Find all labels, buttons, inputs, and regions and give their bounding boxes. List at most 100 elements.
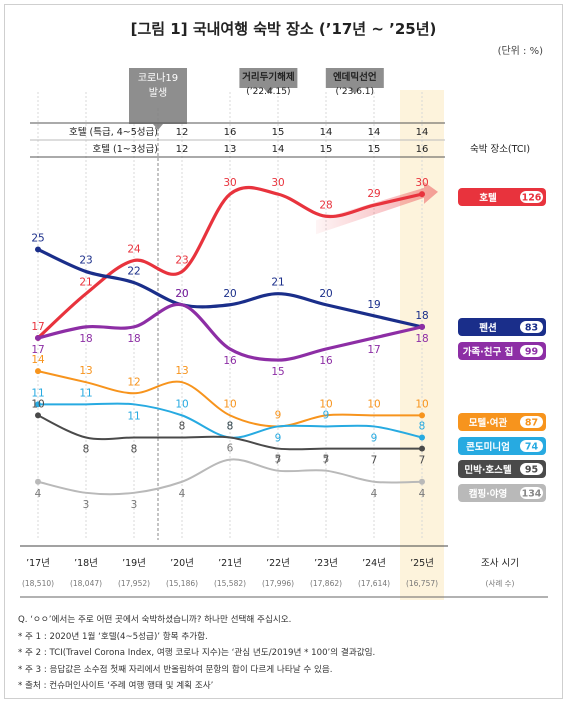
data-label: 8 [227, 421, 234, 433]
series-line-3 [37, 370, 423, 428]
series-line-6 [37, 458, 423, 496]
note-1: * 주 1 : 2020년 1월 ‘호텔(4~5성급)’ 항목 추가함. [18, 631, 208, 642]
series-start-point [35, 412, 41, 419]
x-tick-label: ’22년 [266, 558, 290, 569]
sample-size-label: (15,582) [214, 579, 246, 588]
x-tick-label: ’18년 [74, 558, 98, 569]
event-label: 거리두기해제 [242, 71, 294, 83]
event-callout: 거리두기해제 (’22.4.15) [239, 68, 298, 97]
data-label: 24 [127, 244, 141, 256]
legend-tag: 펜션 83 [458, 318, 546, 336]
series-end-point [419, 478, 425, 485]
data-label: 16 [319, 355, 333, 367]
data-label: 18 [415, 333, 428, 345]
event-label: 코로나19 [138, 72, 178, 84]
data-label: 4 [419, 488, 426, 500]
legend-tag: 가족·친구 집 99 [458, 342, 546, 360]
footnotes: Q. ‘ㅇㅇ’에서는 주로 어떤 곳에서 숙박하셨습니까? 하나만 선택해 주십… [18, 612, 375, 695]
note-source: * 출처 : 컨슈머인사이트 ‘주례 여행 행태 및 계획 조사’ [18, 681, 214, 691]
hotel-row-label: 호텔 (특급, 4~5성급) [69, 126, 158, 138]
series-end-point [419, 434, 425, 441]
data-label: 10 [31, 398, 44, 410]
hotel-row-value: 16 [224, 127, 237, 138]
data-label: 4 [179, 488, 186, 500]
data-label: 15 [271, 366, 284, 378]
data-label: 14 [31, 354, 45, 366]
legend-tag-pill [520, 191, 543, 203]
hotel-row-value: 12 [176, 144, 189, 155]
data-label: 13 [175, 365, 188, 377]
data-label: 20 [175, 288, 188, 300]
data-label: 23 [79, 255, 92, 267]
series-start-point [35, 368, 41, 375]
data-label: 10 [175, 398, 188, 410]
legend-tag-pill [520, 345, 543, 357]
series-end-point [419, 323, 425, 330]
data-label: 20 [319, 288, 332, 300]
data-label: 8 [227, 421, 234, 433]
series-end-point [419, 445, 425, 452]
hotel-row-value: 14 [368, 127, 381, 138]
data-label: 3 [131, 499, 138, 511]
data-label: 4 [35, 488, 42, 500]
legend-name: 민박·호스텔 [464, 464, 512, 476]
tci-header: 숙박 장소(TCI) [470, 144, 530, 155]
data-label: 13 [79, 365, 92, 377]
data-label: 9 [323, 409, 330, 421]
data-label: 8 [179, 421, 186, 433]
data-label: 18 [79, 333, 92, 345]
chart-title: [그림 1] 국내여행 숙박 장소 (’17년 ~ ’25년) [130, 20, 437, 38]
legend-tci: 83 [525, 323, 538, 334]
data-label: 10 [367, 398, 380, 410]
x-tick-label: ’17년 [26, 558, 50, 569]
hotel-row-value: 15 [272, 127, 285, 138]
series-line-0 [36, 185, 424, 340]
event-box [129, 68, 187, 130]
x-tick-label: ’24년 [362, 558, 386, 569]
data-label: 28 [319, 199, 332, 211]
x-tick-label: ’21년 [218, 558, 242, 569]
x-tick-label: ’25년 [410, 558, 434, 569]
data-label: 29 [367, 188, 380, 200]
legend-tag: 민박·호스텔 95 [458, 460, 546, 478]
hotel-row-value: 15 [368, 144, 381, 155]
series-end-point [419, 412, 425, 419]
legend-tag-pill [520, 463, 543, 475]
unit-label: (단위 : %) [497, 46, 543, 57]
legend-tci: 95 [525, 465, 538, 476]
data-label: 9 [275, 432, 282, 444]
series-line-2 [36, 302, 424, 362]
legend-tag: 모텔·여관 87 [458, 413, 546, 431]
legend-tci: 126 [522, 193, 542, 204]
legend-tag-pill [520, 440, 543, 452]
data-label: 18 [415, 310, 428, 322]
event-sublabel: 발생 [149, 87, 167, 99]
note-3: * 주 3 : 응답값은 소수점 첫째 자리에서 반올림하여 문항의 합이 다르… [18, 664, 333, 675]
data-label: 11 [79, 387, 92, 399]
hotel-row-value: 13 [224, 144, 237, 155]
hotel-trend-arrow [316, 181, 438, 235]
legend-tag: 캠핑·야영 134 [458, 484, 546, 502]
legend-tag-pill [520, 321, 543, 333]
sample-size-label: (17,614) [358, 579, 390, 588]
data-label: 7 [323, 455, 330, 467]
survey-period-label: 조사 시기 [481, 558, 519, 569]
hotel-row-value: 14 [416, 127, 429, 138]
hotel-row-value: 14 [272, 144, 285, 155]
data-label: 8 [131, 444, 138, 456]
legend-name: 호텔 [479, 192, 497, 204]
legend-tci: 74 [525, 442, 539, 453]
note-question: Q. ‘ㅇㅇ’에서는 주로 어떤 곳에서 숙박하셨습니까? 하나만 선택해 주십… [18, 615, 292, 625]
x-tick-label: ’23년 [314, 558, 338, 569]
legend-name: 펜션 [479, 322, 496, 334]
hotel-row-value: 15 [320, 144, 333, 155]
sample-size-label: (16,757) [406, 579, 438, 588]
data-label: 10 [415, 398, 428, 410]
event-sublabel: (’23.6.1) [336, 87, 375, 97]
data-label: 17 [31, 344, 44, 356]
data-label: 11 [127, 410, 140, 422]
data-label: 9 [371, 432, 378, 444]
series-start-point [35, 401, 41, 408]
data-label: 11 [31, 387, 44, 399]
